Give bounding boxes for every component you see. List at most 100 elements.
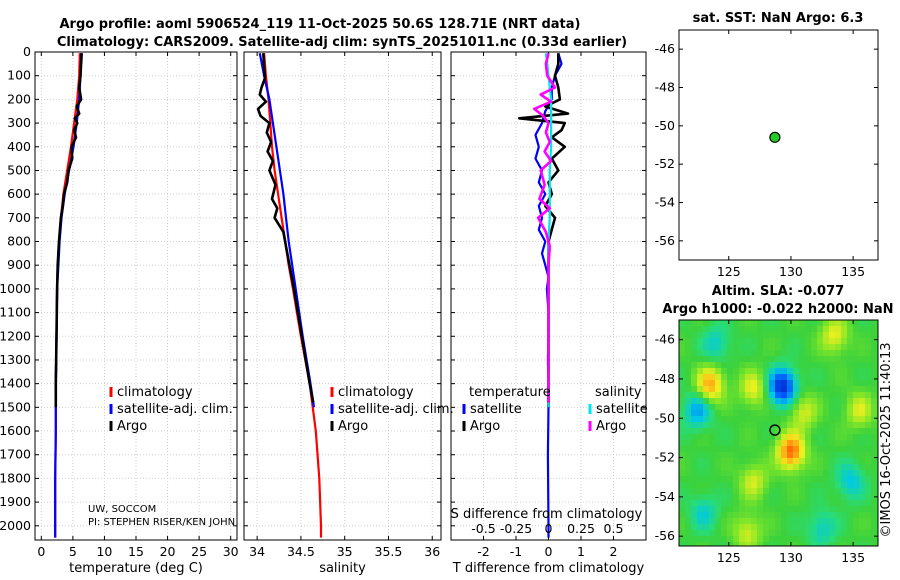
sla-heatmap-cell <box>823 368 829 374</box>
sla-heatmap-cell <box>859 326 865 332</box>
sla-heatmap-cell <box>787 392 793 398</box>
sla-heatmap-cell <box>865 422 871 428</box>
sla-heatmap-cell <box>727 530 733 536</box>
difference-legend-temperature-title: temperature <box>469 385 551 400</box>
sla-heatmap-cell <box>727 362 733 368</box>
sla-heatmap-cell <box>811 446 817 452</box>
sla-heatmap-cell <box>853 452 859 458</box>
temperature-ytick-label: 1300 <box>0 352 31 367</box>
sla-heatmap-cell <box>757 536 763 542</box>
sla-heatmap-cell <box>739 350 745 356</box>
sla-heatmap-cell <box>775 542 781 546</box>
sla-heatmap-cell <box>865 530 871 536</box>
sla-heatmap-cell <box>871 350 877 356</box>
sla-heatmap-cell <box>847 488 853 494</box>
sla-heatmap-cell <box>841 464 847 470</box>
sla-heatmap-cell <box>691 506 697 512</box>
sla-heatmap-cell <box>799 470 805 476</box>
sla-heatmap-cell <box>715 434 721 440</box>
sla-heatmap-cell <box>793 464 799 470</box>
sla-heatmap-cell <box>763 440 769 446</box>
sla-heatmap-cell <box>775 398 781 404</box>
sla-heatmap-cell <box>799 368 805 374</box>
sla-heatmap-cell <box>715 356 721 362</box>
sla-heatmap-cell <box>781 374 787 380</box>
sla-heatmap-cell <box>757 398 763 404</box>
sla-heatmap-cell <box>769 524 775 530</box>
sla-heatmap-cell <box>763 410 769 416</box>
sla-heatmap-cell <box>715 392 721 398</box>
difference-legend-temperature-label: Argo <box>470 419 500 434</box>
sla-heatmap-cell <box>871 476 877 482</box>
sla-heatmap-cell <box>865 476 871 482</box>
sla-heatmap-cell <box>751 494 757 500</box>
sla-heatmap-cell <box>811 410 817 416</box>
sla-heatmap-cell <box>769 434 775 440</box>
sla-heatmap-cell <box>835 524 841 530</box>
sla-heatmap-cell <box>817 464 823 470</box>
sla-heatmap-cell <box>739 488 745 494</box>
sla-heatmap-cell <box>787 368 793 374</box>
sla-heatmap-cell <box>769 476 775 482</box>
sla-heatmap-cell <box>859 482 865 488</box>
sla-heatmap-cell <box>763 476 769 482</box>
sla-heatmap-cell <box>751 422 757 428</box>
sla-heatmap-cell <box>745 374 751 380</box>
sla-heatmap-cell <box>805 398 811 404</box>
sla-heatmap-cell <box>841 398 847 404</box>
sla-heatmap-cell <box>733 374 739 380</box>
sla-heatmap-cell <box>709 362 715 368</box>
sla-heatmap-cell <box>865 326 871 332</box>
sla-heatmap-cell <box>811 320 817 326</box>
sst_map-xtick-label: 135 <box>841 264 865 279</box>
sla-heatmap-cell <box>835 374 841 380</box>
salinity-xlabel: salinity <box>319 561 366 576</box>
sla-heatmap-cell <box>871 422 877 428</box>
sla-heatmap-cell <box>799 440 805 446</box>
sla-heatmap-cell <box>703 362 709 368</box>
sla-heatmap-cell <box>799 344 805 350</box>
sla-heatmap-cell <box>715 452 721 458</box>
sla-heatmap-cell <box>811 476 817 482</box>
sla-heatmap-cell <box>805 536 811 542</box>
sla-heatmap-cell <box>727 482 733 488</box>
sla-heatmap-cell <box>751 326 757 332</box>
sla-heatmap-cell <box>763 518 769 524</box>
sla-heatmap-cell <box>751 518 757 524</box>
sla-heatmap-cell <box>757 362 763 368</box>
sla-heatmap-cell <box>793 404 799 410</box>
sla-heatmap-cell <box>721 422 727 428</box>
sla-heatmap-cell <box>865 392 871 398</box>
sla-heatmap-cell <box>697 452 703 458</box>
sla-heatmap-cell <box>811 512 817 518</box>
sla-heatmap-cell <box>787 440 793 446</box>
sla-heatmap-cell <box>763 470 769 476</box>
sla-heatmap-cell <box>805 434 811 440</box>
sla-heatmap-cell <box>715 470 721 476</box>
sla-heatmap-cell <box>715 536 721 542</box>
sla-heatmap-cell <box>805 512 811 518</box>
sla-heatmap-cell <box>865 386 871 392</box>
sla-heatmap-cell <box>841 332 847 338</box>
sla-heatmap-cell <box>763 446 769 452</box>
salinity-legend-label: Argo <box>338 419 368 434</box>
sla-heatmap-cell <box>763 542 769 546</box>
sla-heatmap-cell <box>697 404 703 410</box>
sla-heatmap-cell <box>865 374 871 380</box>
sla-heatmap-cell <box>763 386 769 392</box>
sla-heatmap-cell <box>817 398 823 404</box>
sla-heatmap-cell <box>763 524 769 530</box>
sla-heatmap-cell <box>739 398 745 404</box>
temperature-legend-label: climatology <box>117 385 193 400</box>
sla-heatmap-cell <box>739 446 745 452</box>
sla-heatmap-cell <box>853 332 859 338</box>
sla-heatmap-cell <box>679 344 685 350</box>
temperature-ytick-label: 500 <box>7 162 31 177</box>
sla-heatmap-cell <box>793 344 799 350</box>
sla-heatmap-cell <box>757 470 763 476</box>
sla-heatmap-cell <box>811 488 817 494</box>
sla-heatmap-cell <box>835 506 841 512</box>
sla-heatmap-cell <box>823 530 829 536</box>
sla-heatmap-cell <box>829 332 835 338</box>
sla-heatmap-cell <box>685 506 691 512</box>
